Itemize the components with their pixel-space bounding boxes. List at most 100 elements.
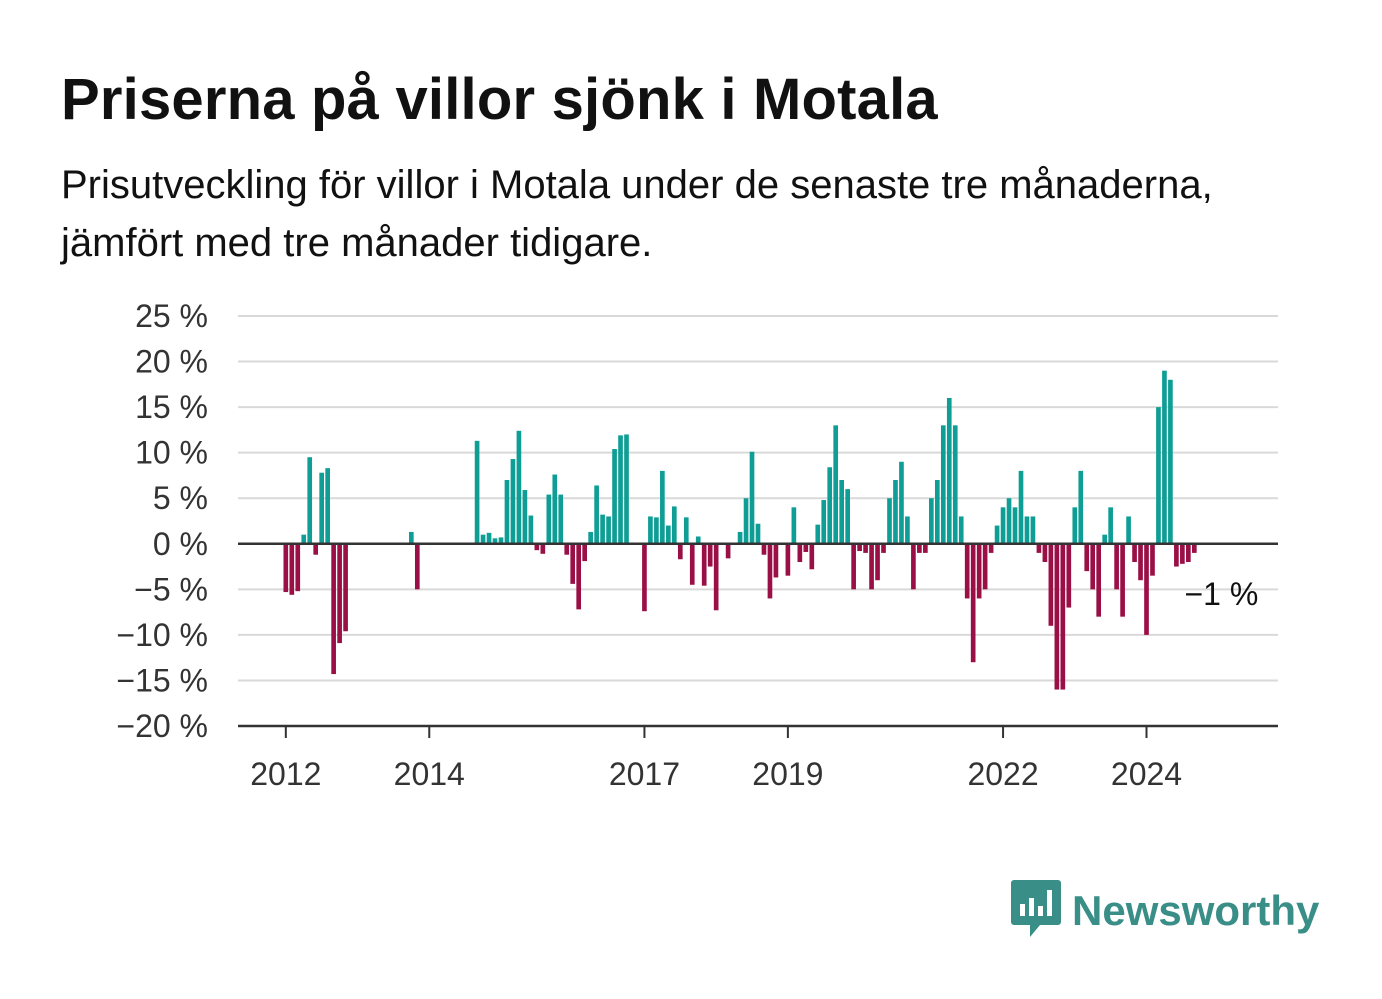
bar bbox=[1006, 498, 1012, 544]
bar bbox=[845, 489, 850, 544]
bar bbox=[1060, 543, 1066, 690]
y-tick-label: −15 % bbox=[116, 662, 208, 698]
bar bbox=[414, 543, 420, 590]
bar bbox=[552, 474, 558, 544]
bar bbox=[737, 531, 743, 544]
bar bbox=[522, 490, 528, 544]
x-tick-label: 2024 bbox=[1111, 756, 1182, 792]
bar bbox=[654, 517, 659, 544]
bar bbox=[1144, 543, 1149, 635]
bar bbox=[1090, 543, 1096, 590]
bar bbox=[576, 543, 582, 610]
bar bbox=[528, 515, 534, 544]
bar bbox=[761, 543, 767, 555]
bar bbox=[1120, 543, 1125, 617]
bar bbox=[1126, 516, 1131, 544]
bar bbox=[1108, 507, 1113, 544]
bar bbox=[648, 516, 653, 544]
bar bbox=[474, 440, 480, 544]
bar bbox=[952, 425, 958, 544]
bar bbox=[911, 543, 916, 590]
bar bbox=[343, 543, 348, 632]
bar bbox=[486, 532, 492, 544]
bar bbox=[713, 543, 719, 611]
bar bbox=[1132, 543, 1137, 562]
x-tick-label: 2019 bbox=[752, 756, 823, 792]
y-axis-tick-labels: 25 % 20 % 15 % 10 % 5 % 0 % −5 % −10 % −15 % −20 … bbox=[116, 298, 208, 744]
bar bbox=[1018, 470, 1024, 544]
bar bbox=[791, 507, 797, 544]
bar bbox=[689, 543, 695, 585]
bar bbox=[660, 470, 665, 544]
bar bbox=[516, 430, 522, 544]
bar bbox=[1012, 507, 1018, 544]
y-tick-label: 20 % bbox=[135, 344, 208, 380]
bar bbox=[1042, 543, 1048, 562]
y-tick-label: 25 % bbox=[135, 298, 208, 334]
bar bbox=[683, 517, 689, 544]
bar bbox=[964, 543, 970, 599]
bar bbox=[1084, 543, 1090, 572]
bar bbox=[1114, 543, 1119, 590]
bar bbox=[797, 543, 803, 562]
bar bbox=[815, 524, 821, 544]
bar bbox=[289, 543, 295, 595]
bar bbox=[588, 531, 593, 544]
bar bbox=[875, 543, 880, 581]
bar bbox=[546, 494, 552, 544]
bar bbox=[1072, 507, 1078, 544]
bar bbox=[677, 543, 683, 560]
gridlines bbox=[238, 315, 1278, 682]
bar bbox=[803, 543, 809, 552]
bar bbox=[695, 536, 701, 544]
bar bbox=[666, 525, 671, 544]
x-tick-label: 2017 bbox=[609, 756, 680, 792]
bar bbox=[1102, 534, 1107, 544]
bar bbox=[917, 543, 922, 553]
bar bbox=[283, 543, 289, 593]
bar bbox=[1191, 543, 1197, 553]
bar bbox=[313, 543, 319, 555]
bar bbox=[325, 468, 330, 544]
bar bbox=[337, 543, 342, 644]
bar bbox=[946, 398, 952, 544]
bar bbox=[1078, 470, 1084, 544]
bar bbox=[504, 480, 510, 544]
bar bbox=[295, 543, 301, 592]
bar bbox=[612, 449, 617, 544]
bar bbox=[833, 425, 839, 544]
chart-subtitle: Prisutveckling för villor i Motala under… bbox=[61, 163, 1213, 265]
bar bbox=[905, 516, 910, 544]
bar bbox=[1174, 543, 1179, 567]
bar bbox=[642, 543, 647, 612]
bar bbox=[492, 538, 498, 544]
bar bbox=[582, 543, 587, 562]
bar bbox=[671, 506, 677, 544]
bar bbox=[982, 543, 988, 590]
bar bbox=[1000, 507, 1006, 544]
bar bbox=[618, 435, 623, 544]
bar bbox=[1150, 543, 1155, 576]
bar bbox=[570, 543, 576, 584]
bar bbox=[940, 425, 946, 544]
bar bbox=[869, 543, 874, 590]
bar bbox=[1066, 543, 1072, 608]
bar bbox=[809, 543, 815, 570]
bar bbox=[785, 543, 791, 576]
bar bbox=[510, 459, 516, 544]
bar bbox=[767, 543, 773, 599]
bar bbox=[534, 543, 540, 551]
bar bbox=[540, 543, 546, 554]
x-tick-label: 2014 bbox=[394, 756, 465, 792]
bar bbox=[594, 485, 599, 544]
bar bbox=[606, 516, 611, 544]
bar bbox=[301, 534, 307, 544]
x-tick-label: 2012 bbox=[250, 756, 321, 792]
newsworthy-logo-icon bbox=[1010, 878, 1062, 943]
bar bbox=[1156, 407, 1161, 544]
bar bbox=[893, 480, 898, 544]
bar bbox=[1048, 543, 1054, 626]
bar bbox=[558, 494, 564, 544]
bar bbox=[1138, 543, 1143, 581]
bar bbox=[929, 498, 934, 544]
